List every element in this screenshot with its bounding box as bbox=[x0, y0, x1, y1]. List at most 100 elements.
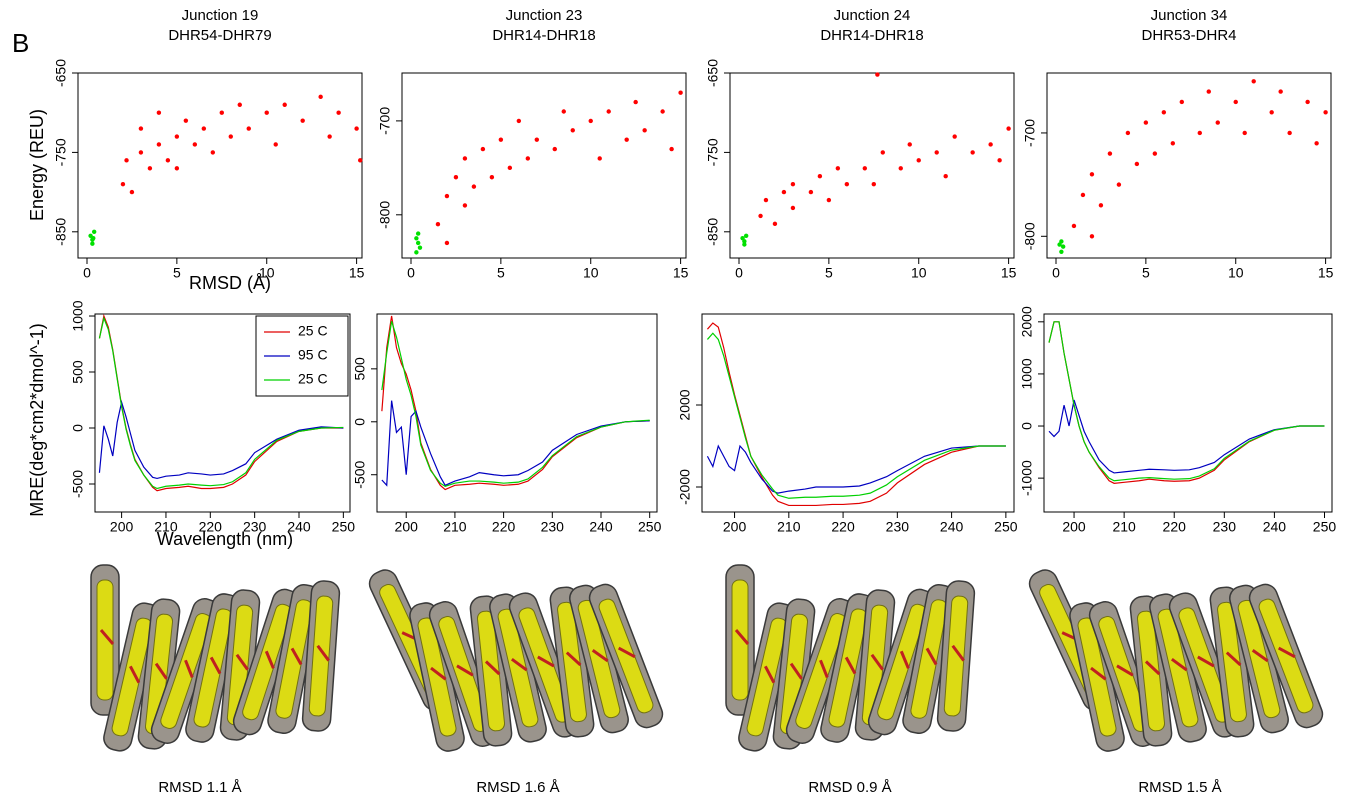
point bbox=[1152, 151, 1158, 156]
chart-subtitle: DHR14-DHR18 bbox=[492, 27, 595, 44]
x-tick-label: 5 bbox=[497, 265, 505, 281]
y-tick-label: -650 bbox=[705, 59, 721, 87]
point bbox=[183, 118, 189, 123]
point bbox=[282, 102, 287, 107]
chart-subtitle: DHR14-DHR18 bbox=[820, 27, 923, 44]
helix-yellow bbox=[242, 603, 292, 721]
y-tick-label: 1000 bbox=[1019, 358, 1035, 389]
point bbox=[174, 166, 180, 171]
point bbox=[414, 236, 419, 241]
y-tick-label: -2000 bbox=[677, 469, 693, 505]
side-chain bbox=[617, 646, 636, 659]
side-chain bbox=[870, 653, 884, 671]
helix-yellow bbox=[476, 610, 506, 732]
point bbox=[660, 109, 665, 114]
point bbox=[898, 166, 903, 171]
point bbox=[1215, 120, 1220, 125]
point bbox=[462, 156, 468, 161]
plot-frame bbox=[1043, 313, 1333, 513]
plot-frame bbox=[1046, 72, 1332, 259]
point bbox=[772, 221, 778, 227]
point bbox=[120, 181, 126, 187]
point bbox=[871, 181, 876, 187]
point bbox=[597, 156, 602, 161]
point bbox=[835, 166, 841, 171]
point bbox=[624, 137, 629, 142]
point bbox=[742, 239, 747, 244]
point bbox=[1305, 99, 1310, 105]
helix-yellow bbox=[1077, 617, 1117, 737]
plot-frame bbox=[77, 72, 363, 259]
chart-title: Junction 24 bbox=[834, 7, 911, 24]
x-tick-label: 230 bbox=[1213, 519, 1237, 535]
point bbox=[246, 126, 251, 131]
y-tick-label: 2000 bbox=[677, 389, 693, 420]
point bbox=[124, 158, 129, 163]
point bbox=[880, 150, 885, 155]
x-tick-label: 250 bbox=[638, 519, 662, 535]
structure-caption: RMSD 1.6 Å bbox=[476, 779, 559, 796]
line bbox=[381, 315, 650, 491]
point bbox=[444, 193, 450, 199]
point bbox=[669, 146, 674, 152]
helix-yellow bbox=[96, 579, 114, 701]
point bbox=[988, 142, 993, 147]
point bbox=[1287, 130, 1292, 136]
x-tick-label: 220 bbox=[1163, 519, 1187, 535]
chart-subtitle: DHR53-DHR4 bbox=[1141, 27, 1236, 44]
legend-label: 25 C bbox=[298, 371, 328, 387]
line bbox=[381, 400, 650, 487]
point bbox=[336, 110, 341, 115]
side-chain bbox=[1170, 657, 1188, 672]
point bbox=[498, 137, 504, 142]
y-axis-label: Energy (REU) bbox=[27, 109, 47, 221]
x-tick-label: 240 bbox=[287, 519, 311, 535]
point bbox=[1179, 99, 1185, 105]
x-tick-label: 5 bbox=[1142, 265, 1150, 281]
point bbox=[1251, 79, 1256, 84]
helix-yellow bbox=[1258, 598, 1314, 714]
side-chain bbox=[1144, 660, 1161, 676]
point bbox=[354, 126, 359, 131]
x-tick-label: 15 bbox=[1001, 265, 1017, 281]
point bbox=[91, 229, 97, 234]
helix-yellow bbox=[193, 608, 233, 728]
side-chain bbox=[456, 664, 474, 677]
point bbox=[444, 240, 450, 246]
point bbox=[435, 221, 441, 227]
point bbox=[817, 174, 823, 179]
chart-subtitle: DHR54-DHR79 bbox=[168, 27, 271, 44]
point bbox=[318, 94, 323, 100]
x-tick-label: 200 bbox=[1062, 519, 1086, 535]
side-chain bbox=[591, 649, 609, 663]
helix-yellow bbox=[275, 599, 313, 719]
point bbox=[165, 158, 171, 163]
helix-yellow bbox=[111, 617, 153, 737]
side-chain bbox=[1090, 666, 1107, 681]
point bbox=[264, 110, 269, 115]
point bbox=[1057, 242, 1062, 247]
point bbox=[1269, 110, 1274, 115]
point bbox=[1080, 192, 1086, 198]
point bbox=[1060, 244, 1066, 249]
point bbox=[129, 189, 135, 195]
helix-yellow bbox=[497, 608, 539, 728]
point bbox=[1278, 89, 1283, 94]
point bbox=[300, 118, 305, 123]
point bbox=[237, 102, 242, 107]
point bbox=[570, 128, 575, 133]
side-chain bbox=[565, 651, 582, 667]
point bbox=[174, 134, 180, 139]
chart-title: Junction 23 bbox=[506, 7, 583, 24]
x-tick-label: 230 bbox=[243, 519, 267, 535]
point bbox=[1089, 172, 1095, 177]
point bbox=[642, 128, 647, 133]
y-tick-label: 0 bbox=[1019, 422, 1035, 430]
side-chain bbox=[264, 650, 275, 669]
x-tick-label: 10 bbox=[911, 265, 927, 281]
side-chain bbox=[537, 655, 555, 668]
line bbox=[1048, 321, 1325, 482]
point bbox=[1314, 141, 1319, 146]
y-axis-label: MRE(deg*cm2*dmol^-1) bbox=[27, 323, 47, 517]
x-tick-label: 5 bbox=[173, 265, 181, 281]
